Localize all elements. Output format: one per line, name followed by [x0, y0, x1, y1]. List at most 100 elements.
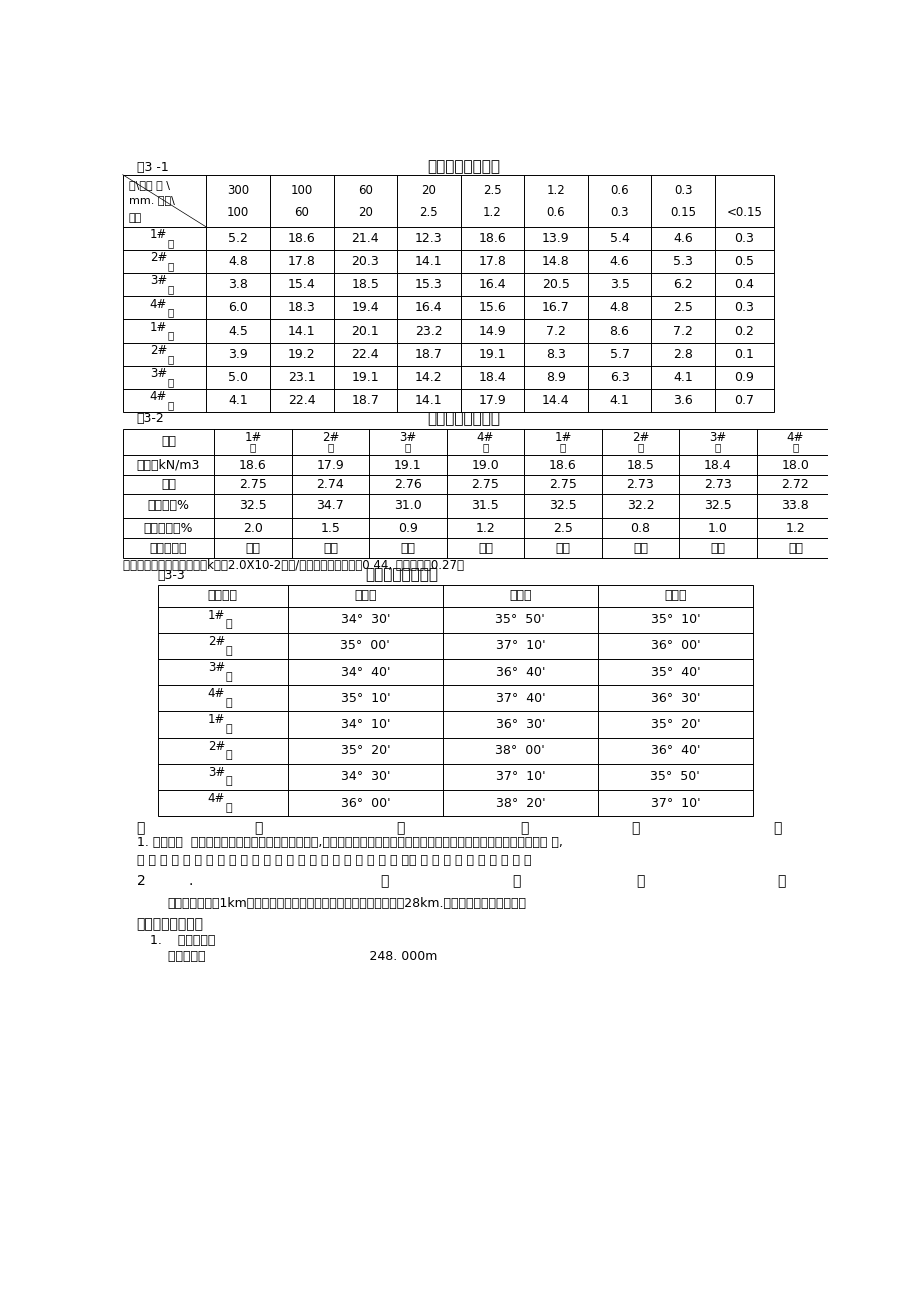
Text: 软弱颗粒，%: 软弱颗粒，% [143, 522, 193, 535]
Text: 1.    上游库水位: 1. 上游库水位 [150, 935, 215, 948]
Text: 8.3: 8.3 [546, 348, 565, 361]
Text: 38°  00': 38° 00' [495, 745, 545, 758]
Text: 1#: 1# [150, 228, 167, 241]
Text: 34°  30': 34° 30' [340, 771, 390, 784]
Text: <0.15: <0.15 [726, 206, 762, 219]
Text: 34°  10': 34° 10' [340, 717, 390, 730]
Text: 4#: 4# [150, 298, 167, 311]
Text: 32.5: 32.5 [549, 500, 576, 512]
Text: 表3 -1: 表3 -1 [137, 160, 168, 173]
Text: 2.72: 2.72 [781, 478, 809, 491]
Text: 2#: 2# [150, 251, 167, 264]
Text: 上: 上 [167, 284, 174, 294]
Text: 1.2: 1.2 [785, 522, 804, 535]
Text: 14.1: 14.1 [288, 324, 315, 337]
Text: 1.2: 1.2 [475, 522, 494, 535]
Text: 0.3: 0.3 [673, 184, 692, 197]
Text: mm. 含量\: mm. 含量\ [129, 195, 175, 204]
Text: 公: 公 [380, 874, 389, 888]
Text: 四: 四 [137, 822, 145, 836]
Text: 0.15: 0.15 [669, 206, 696, 219]
Text: 4#: 4# [208, 792, 225, 805]
Text: 60: 60 [357, 184, 372, 197]
Text: 4.6: 4.6 [673, 232, 692, 245]
Text: 19.4: 19.4 [351, 302, 379, 314]
Text: 3.5: 3.5 [609, 279, 629, 292]
Text: 0.1: 0.1 [733, 348, 754, 361]
Text: 淡色: 淡色 [787, 542, 802, 555]
Text: 13.9: 13.9 [541, 232, 569, 245]
Text: 37°  10': 37° 10' [495, 639, 545, 652]
Text: 6.0: 6.0 [228, 302, 248, 314]
Text: 下: 下 [167, 400, 174, 410]
Text: 34°  30': 34° 30' [340, 613, 390, 626]
Text: 1#: 1# [150, 320, 167, 333]
Text: 0.6: 0.6 [609, 184, 629, 197]
Text: 1.0: 1.0 [708, 522, 727, 535]
Text: 36°  40': 36° 40' [495, 665, 544, 678]
Text: 2.75: 2.75 [471, 478, 499, 491]
Text: 2#: 2# [208, 635, 225, 648]
Text: 3#: 3# [399, 431, 416, 444]
Text: 下: 下 [167, 376, 174, 387]
Text: 17.9: 17.9 [478, 393, 505, 406]
Text: 交: 交 [631, 822, 640, 836]
Text: 3.8: 3.8 [228, 279, 248, 292]
Text: 7.2: 7.2 [546, 324, 565, 337]
Text: 最大值: 最大值 [508, 590, 531, 603]
Text: 17.8: 17.8 [288, 255, 315, 268]
Text: 平均值: 平均值 [664, 590, 686, 603]
Text: 35°  00': 35° 00' [340, 639, 390, 652]
Text: 4.8: 4.8 [609, 302, 629, 314]
Text: 14.9: 14.9 [478, 324, 505, 337]
Bar [157, 585, 752, 816]
Text: 2.5: 2.5 [482, 184, 501, 197]
Text: 34.7: 34.7 [316, 500, 344, 512]
Text: 5.3: 5.3 [673, 255, 692, 268]
Text: 0.9: 0.9 [733, 371, 754, 384]
Text: 17.9: 17.9 [316, 458, 344, 471]
Text: 31.0: 31.0 [393, 500, 422, 512]
Text: 35°  50': 35° 50' [495, 613, 545, 626]
Text: 31.5: 31.5 [471, 500, 499, 512]
Text: 19.0: 19.0 [471, 458, 499, 471]
Text: 0.9: 0.9 [398, 522, 417, 535]
Text: 19.1: 19.1 [393, 458, 421, 471]
Bar [122, 174, 773, 411]
Text: 16.4: 16.4 [478, 279, 505, 292]
Text: 从坝址右岸下行1km左右，过西水大桥沿左岸公路到某县城，里程约28km.。坝顶无重要交通要求。: 从坝址右岸下行1km左右，过西水大桥沿左岸公路到某县城，里程约28km.。坝顶无… [167, 897, 527, 910]
Text: 16.4: 16.4 [414, 302, 442, 314]
Text: 1.2: 1.2 [482, 206, 501, 219]
Text: 16.7: 16.7 [541, 302, 569, 314]
Text: 2#: 2# [208, 740, 225, 753]
Text: 通: 通 [773, 822, 781, 836]
Text: 下: 下 [225, 750, 232, 760]
Text: 4.1: 4.1 [228, 393, 248, 406]
Text: 23.1: 23.1 [288, 371, 315, 384]
Text: 下: 下 [637, 443, 643, 452]
Text: 32.2: 32.2 [626, 500, 653, 512]
Text: 0.8: 0.8 [630, 522, 650, 535]
Text: 颗\直径 粒 \: 颗\直径 粒 \ [129, 180, 170, 190]
Text: 1#: 1# [208, 608, 225, 621]
Text: 、: 、 [254, 822, 262, 836]
Text: 下: 下 [225, 724, 232, 734]
Text: 注：各砂砾石料场渗透系数k值为2.0X10-2厘米/秒左右。最大孔隙率0.44, 最小孔隙率0.27。: 注：各砂砾石料场渗透系数k值为2.0X10-2厘米/秒左右。最大孔隙率0.44,… [122, 560, 463, 573]
Text: 23.2: 23.2 [414, 324, 442, 337]
Text: 2.75: 2.75 [239, 478, 267, 491]
Text: 18.6: 18.6 [288, 232, 315, 245]
Text: 下: 下 [167, 354, 174, 363]
Text: 20: 20 [421, 184, 436, 197]
Text: 38°  20': 38° 20' [495, 797, 545, 810]
Text: 21.4: 21.4 [351, 232, 379, 245]
Text: 路: 路 [512, 874, 520, 888]
Text: 1.5: 1.5 [320, 522, 340, 535]
Text: 料场: 料场 [129, 212, 142, 223]
Text: 2.75: 2.75 [549, 478, 576, 491]
Text: 22.4: 22.4 [288, 393, 315, 406]
Text: 7.2: 7.2 [673, 324, 692, 337]
Text: 18.6: 18.6 [478, 232, 505, 245]
Text: 1#: 1# [553, 431, 571, 444]
Text: 2#: 2# [631, 431, 649, 444]
Text: 6.2: 6.2 [673, 279, 692, 292]
